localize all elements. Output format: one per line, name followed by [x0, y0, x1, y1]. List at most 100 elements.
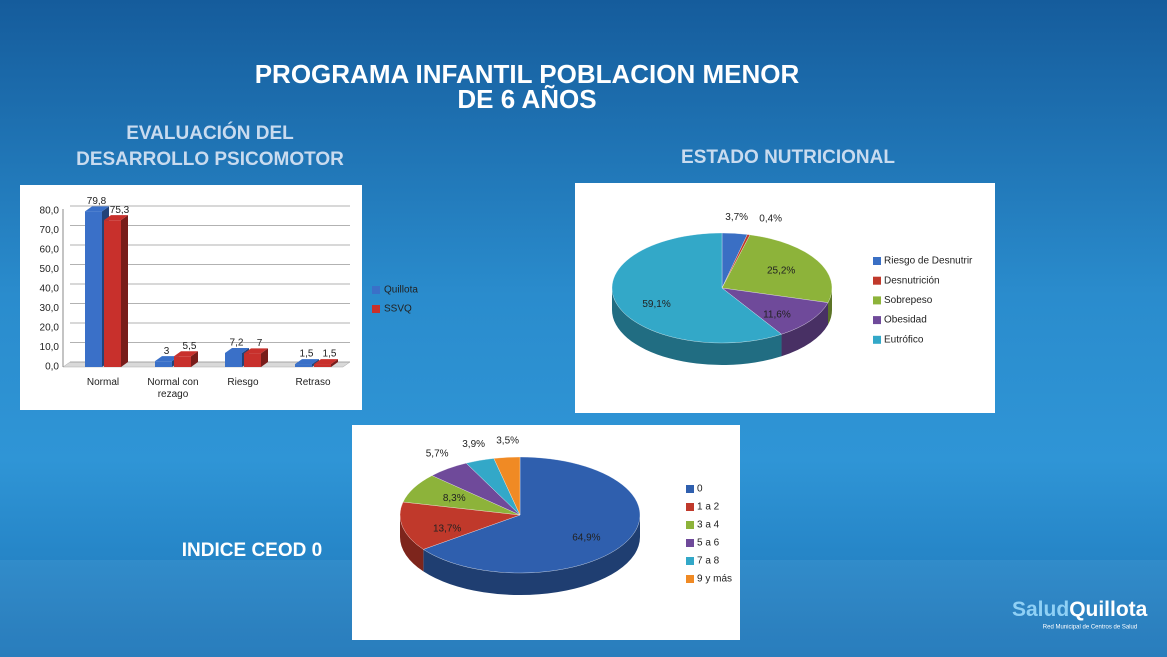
legend-swatch — [372, 305, 380, 313]
legend-swatch — [686, 485, 694, 493]
logo-tagline: Red Municipal de Centros de Salud — [1043, 625, 1137, 631]
slice-side — [612, 288, 782, 365]
data-label: 1,5 — [323, 349, 337, 360]
bar-top — [174, 351, 198, 357]
bar-top — [295, 359, 319, 365]
legend-swatch — [686, 521, 694, 529]
chart-title: EVALUACIÓN DEL — [126, 122, 294, 144]
bar — [314, 364, 331, 367]
bar-top — [314, 359, 338, 365]
data-label: 64,9% — [572, 532, 600, 543]
slice-side — [781, 302, 829, 357]
bar-top — [244, 348, 268, 354]
slide-title: DE 6 AÑOS — [457, 84, 596, 114]
legend-label: 9 y más — [697, 574, 732, 585]
data-label: 5,7% — [426, 448, 449, 459]
legend-label: Eutrófico — [884, 334, 924, 345]
slide-title: PROGRAMA INFANTIL POBLACION MENOR — [255, 59, 800, 89]
logo: SaludQuillota — [1012, 598, 1148, 621]
legend-swatch — [873, 257, 881, 265]
slice-side — [828, 288, 832, 325]
legend-label: Sobrepeso — [884, 295, 933, 306]
bar-top — [155, 356, 179, 362]
legend-label: Riesgo de Desnutrir — [884, 256, 973, 267]
legend-swatch — [873, 316, 881, 325]
y-tick-label: 20,0 — [40, 323, 60, 334]
bar-side — [331, 359, 338, 367]
x-tick-label: Retraso — [295, 377, 331, 388]
data-label: 5,5 — [183, 341, 197, 352]
y-tick-label: 30,0 — [40, 303, 60, 314]
data-label: 7 — [257, 338, 263, 349]
slice — [493, 456, 521, 516]
data-label: 3,5% — [496, 435, 519, 446]
legend-label: 7 a 8 — [697, 556, 720, 567]
bar-side — [121, 215, 128, 367]
bar — [85, 211, 102, 367]
x-tick-label: Normal — [86, 377, 120, 388]
legend-label: SSVQ — [384, 304, 412, 315]
bar-top — [85, 206, 109, 212]
slice — [721, 234, 833, 303]
x-tick-label: Riesgo — [227, 377, 259, 388]
legend-swatch — [873, 276, 881, 285]
data-label: 13,7% — [433, 524, 461, 535]
bar — [244, 353, 261, 367]
logo-part: Salud — [1012, 598, 1069, 621]
legend-swatch — [686, 557, 694, 565]
slice-side — [423, 515, 640, 595]
legend-label: Quillota — [384, 285, 418, 296]
slice-side — [400, 515, 424, 572]
y-tick-label: 60,0 — [40, 245, 60, 256]
x-tick-label-box: Riesgo — [227, 377, 259, 388]
data-label: 8,3% — [443, 493, 466, 504]
slice — [399, 501, 521, 550]
y-tick-label: 70,0 — [40, 225, 60, 236]
y-tick-label: 80,0 — [40, 206, 60, 217]
legend-swatch — [873, 335, 881, 344]
bar — [174, 356, 191, 367]
x-tick-label-box: Normal — [86, 377, 120, 388]
x-tick-label: Normal con rezago — [147, 377, 199, 400]
chart-title: DESARROLLO PSICOMOTOR — [76, 149, 344, 170]
bar-top — [104, 215, 128, 221]
data-label: 0,4% — [759, 213, 782, 224]
bar-side — [261, 348, 268, 367]
data-label: 3,9% — [462, 439, 485, 450]
data-label: 75,3 — [110, 205, 130, 216]
data-label: 79,8 — [87, 196, 107, 207]
data-label: 7,2 — [230, 338, 244, 349]
legend-label: Obesidad — [884, 315, 927, 326]
data-label: 3,7% — [725, 212, 748, 223]
legend-swatch — [686, 575, 694, 583]
slice — [423, 456, 641, 574]
bar — [155, 361, 172, 367]
legend-label: 0 — [697, 484, 703, 495]
legend-label: 1 a 2 — [697, 502, 720, 513]
y-tick-label: 40,0 — [40, 284, 60, 295]
legend-label: 5 a 6 — [697, 538, 720, 549]
chart-title: ESTADO NUTRICIONAL — [681, 147, 895, 168]
x-tick-label-box: Retraso — [295, 377, 331, 388]
data-label: 1,5 — [300, 349, 314, 360]
chart-box — [20, 185, 362, 410]
data-label: 3 — [164, 346, 170, 357]
legend-label: 3 a 4 — [697, 520, 720, 531]
legend-swatch — [686, 503, 694, 511]
bar — [225, 352, 242, 367]
y-tick-label: 50,0 — [40, 264, 60, 275]
legend-swatch — [686, 539, 694, 547]
legend-label: Desnutrición — [884, 275, 940, 286]
legend-swatch — [873, 296, 881, 305]
data-label: 11,6% — [763, 309, 791, 320]
chart-title: INDICE CEOD 0 — [182, 540, 322, 561]
y-tick-label: 0,0 — [45, 362, 59, 373]
logo-part: Quillota — [1069, 598, 1147, 621]
x-tick-label-box: Normal con rezago — [147, 377, 199, 400]
bar-top — [225, 347, 249, 353]
slice — [611, 232, 782, 344]
y-tick-label: 10,0 — [40, 342, 60, 353]
legend-swatch — [372, 286, 380, 294]
data-label: 25,2% — [767, 266, 795, 277]
